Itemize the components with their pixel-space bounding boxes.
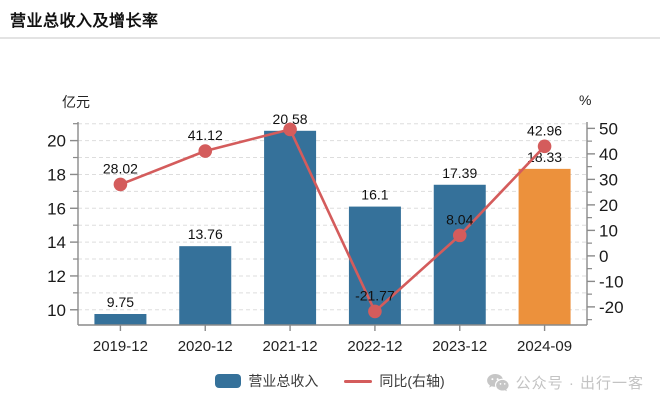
right-tick-label: -20 — [599, 298, 624, 317]
right-axis-unit-label: % — [579, 92, 592, 108]
bar-2024-09 — [518, 168, 571, 325]
bar-series-swatch-icon — [215, 374, 242, 388]
legend-item-yoy[interactable]: 同比(右轴) — [344, 371, 445, 391]
legend-revenue-label: 营业总收入 — [248, 373, 319, 389]
bar-value-label: 17.39 — [442, 165, 477, 181]
bar-2020-12 — [179, 246, 232, 325]
bar-value-label: 20.58 — [273, 111, 308, 127]
left-tick-label: 20 — [47, 132, 66, 151]
title-divider — [0, 37, 660, 39]
x-axis-label: 2023-12 — [432, 338, 487, 355]
line-point — [113, 177, 128, 192]
left-tick-label: 12 — [47, 267, 66, 286]
page-title: 营业总收入及增长率 — [10, 13, 159, 30]
line-value-label: 28.02 — [103, 160, 138, 176]
legend-item-revenue[interactable]: 营业总收入 — [215, 371, 318, 391]
line-value-label: 41.12 — [188, 127, 223, 143]
left-tick-label: 16 — [47, 199, 66, 218]
left-tick-label: 14 — [47, 233, 66, 252]
bar-2023-12 — [433, 184, 486, 325]
line-point — [452, 228, 467, 243]
x-axis-label: 2021-12 — [263, 338, 318, 355]
bar-2019-12 — [94, 314, 147, 325]
line-point — [198, 144, 213, 158]
watermark-text: 公众号 · 出行一客 — [515, 375, 644, 392]
line-series-swatch-icon — [344, 379, 373, 383]
left-tick-label: 10 — [47, 301, 66, 320]
bar-value-label: 18.33 — [527, 149, 562, 165]
wechat-icon — [486, 374, 509, 392]
bar-value-label: 13.76 — [188, 226, 223, 242]
line-point — [283, 122, 297, 137]
right-tick-label: 30 — [599, 170, 618, 189]
line-point — [368, 304, 382, 319]
bar-value-label: 16.1 — [361, 187, 388, 203]
x-axis-label: 2024-09 — [517, 338, 572, 355]
right-tick-label: 10 — [599, 221, 618, 240]
bar-value-label: 9.75 — [107, 294, 134, 310]
legend-footer-row: 营业总收入 同比(右轴) 公众号 · 出行一客 — [0, 369, 660, 399]
x-axis-label: 2020-12 — [178, 338, 233, 355]
left-axis-unit-label: 亿元 — [62, 94, 90, 110]
legend-yoy-label: 同比(右轴) — [379, 373, 445, 389]
right-tick-label: -10 — [599, 272, 624, 291]
x-axis-label: 2022-12 — [347, 338, 402, 355]
line-value-label: 42.96 — [527, 122, 562, 138]
line-point — [537, 139, 552, 154]
right-tick-label: 50 — [599, 119, 618, 138]
x-axis-label: 2019-12 — [93, 338, 148, 355]
bar-2021-12 — [264, 130, 317, 325]
line-value-label: -21.77 — [355, 287, 395, 303]
left-tick-label: 18 — [47, 165, 66, 184]
line-value-label: 8.04 — [446, 211, 473, 227]
watermark: 公众号 · 出行一客 — [486, 372, 644, 393]
legend: 营业总收入 同比(右轴) — [0, 371, 660, 391]
right-tick-label: 40 — [599, 145, 618, 164]
right-tick-label: 20 — [599, 196, 618, 215]
yoy-line — [119, 128, 546, 313]
right-tick-label: 0 — [599, 247, 608, 266]
